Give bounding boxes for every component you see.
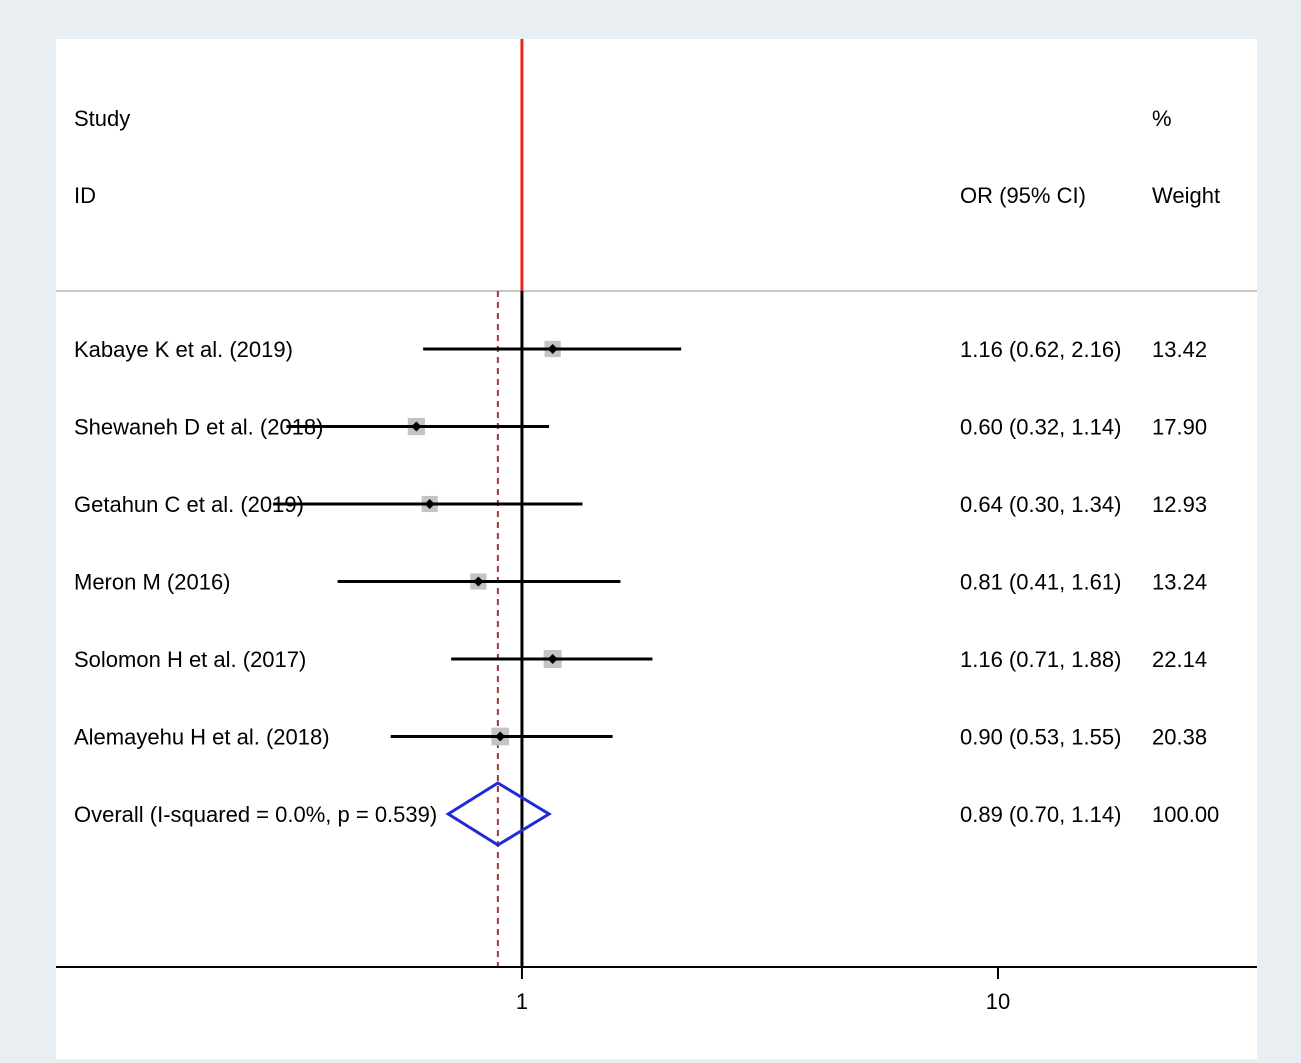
study-label: Kabaye K et al. (2019) [74, 337, 293, 362]
study-label: Alemayehu H et al. (2018) [74, 725, 330, 750]
forest-plot-panel: Study ID OR (95% CI) % Weight Kabaye K e… [56, 39, 1257, 1059]
study-row: Alemayehu H et al. (2018) 0.90 (0.53, 1.5… [74, 725, 1207, 750]
weight-value: 12.93 [1152, 492, 1207, 517]
weight-header: Weight [1152, 183, 1220, 208]
study-label: Shewaneh D et al. (2018) [74, 415, 324, 440]
overall-diamond [445, 781, 552, 847]
study-label: Getahun C et al. (2019) [74, 492, 304, 517]
point-estimate [547, 344, 558, 354]
study-rows: Kabaye K et al. (2019) 1.16 (0.62, 2.16) 1… [74, 337, 1219, 847]
study-row: Meron M (2016) 0.81 (0.41, 1.61) 13.24 [74, 570, 1207, 595]
point-estimate [411, 421, 422, 432]
weight-value: 22.14 [1152, 647, 1207, 672]
weight-value: 20.38 [1152, 725, 1207, 750]
forest-marks [496, 39, 524, 967]
point-estimate [473, 576, 484, 587]
study-row: Solomon H et al. (2017) 1.16 (0.71, 1.88)… [74, 647, 1207, 672]
point-estimate [547, 654, 558, 664]
weight-value: 17.90 [1152, 415, 1207, 440]
id-header: ID [74, 183, 96, 208]
or-ci-value: 0.90 (0.53, 1.55) [960, 725, 1121, 750]
study-label: Solomon H et al. (2017) [74, 647, 306, 672]
or-ci-value: 0.60 (0.32, 1.14) [960, 415, 1121, 440]
study-row: Getahun C et al. (2019) 0.64 (0.30, 1.34)… [74, 492, 1207, 517]
weight-value: 13.42 [1152, 337, 1207, 362]
weight-percent-header: % [1152, 106, 1172, 131]
overall-or-ci: 0.89 (0.70, 1.14) [960, 802, 1121, 827]
study-row: Kabaye K et al. (2019) 1.16 (0.62, 2.16) 1… [74, 337, 1207, 362]
or-ci-value: 0.81 (0.41, 1.61) [960, 570, 1121, 595]
study-row: Shewaneh D et al. (2018) 0.60 (0.32, 1.14… [74, 415, 1207, 440]
x-tick-label: 10 [986, 989, 1010, 1014]
forest-plot: Study ID OR (95% CI) % Weight Kabaye K e… [56, 39, 1257, 1014]
point-estimate [424, 499, 435, 509]
or-ci-value: 1.16 (0.71, 1.88) [960, 647, 1121, 672]
overall-row: Overall (I-squared = 0.0%, p = 0.539) 0.8… [74, 781, 1219, 847]
x-tick-label: 1 [516, 989, 528, 1014]
point-estimate [495, 731, 506, 742]
weight-value: 13.24 [1152, 570, 1207, 595]
x-axis-ticks: 1 10 [516, 967, 1010, 1014]
overall-label: Overall (I-squared = 0.0%, p = 0.539) [74, 802, 437, 827]
or-ci-value: 0.64 (0.30, 1.34) [960, 492, 1121, 517]
overall-weight: 100.00 [1152, 802, 1219, 827]
study-label: Meron M (2016) [74, 570, 231, 595]
or-ci-header: OR (95% CI) [960, 183, 1086, 208]
study-header: Study [74, 106, 130, 131]
or-ci-value: 1.16 (0.62, 2.16) [960, 337, 1121, 362]
